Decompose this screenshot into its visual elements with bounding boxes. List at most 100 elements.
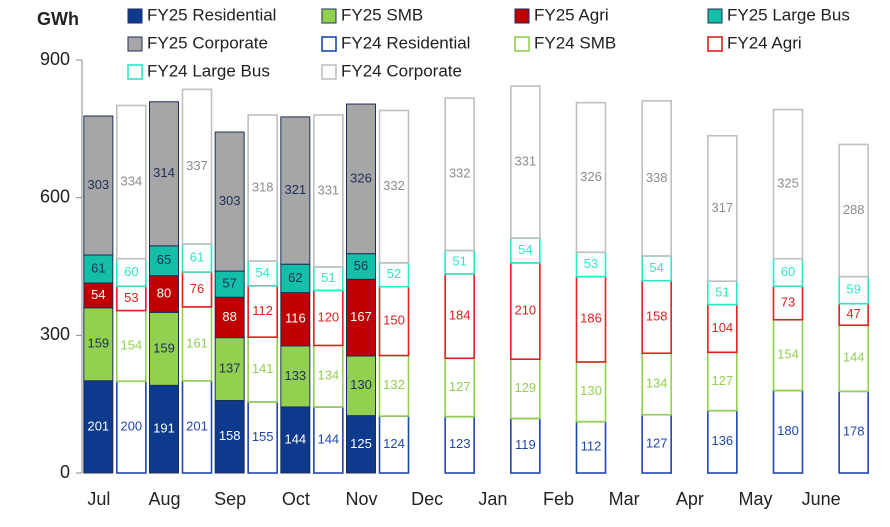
data-label: 60 — [124, 264, 138, 279]
data-label: 51 — [715, 284, 729, 299]
bar-segment — [641, 352, 672, 416]
data-label: 158 — [646, 308, 668, 323]
data-label: 180 — [777, 423, 799, 438]
bar-segment — [378, 109, 410, 264]
bar-segment — [510, 85, 541, 239]
x-tick-label: Jan — [478, 489, 507, 509]
bar-segment — [149, 311, 179, 386]
bar-segment — [838, 324, 869, 393]
data-label: 331 — [514, 154, 536, 169]
bar-segment — [280, 116, 311, 265]
legend-swatch — [127, 64, 143, 80]
bar-segment — [313, 114, 344, 268]
legend-swatch — [321, 36, 337, 52]
x-tick-label: May — [738, 489, 772, 509]
y-axis-label: GWh — [37, 9, 79, 29]
data-label: 132 — [383, 377, 405, 392]
bar-segment — [378, 354, 410, 417]
legend-swatch — [321, 8, 337, 24]
data-label: 191 — [153, 421, 175, 436]
data-label: 155 — [252, 429, 274, 444]
bar-segment — [707, 351, 738, 412]
data-label: 326 — [580, 169, 602, 184]
data-label: 338 — [646, 170, 668, 185]
legend-label: FY24 Corporate — [341, 61, 462, 80]
data-label: 54 — [518, 242, 532, 257]
data-label: 326 — [350, 170, 372, 185]
data-label: 159 — [87, 336, 109, 351]
data-label: 331 — [317, 182, 339, 197]
bar-segment — [772, 285, 804, 321]
bar-segment — [149, 275, 179, 313]
data-label: 303 — [219, 193, 241, 208]
data-label: 51 — [452, 254, 466, 269]
data-label: 318 — [252, 179, 274, 194]
data-label: 130 — [350, 377, 372, 392]
x-tick-label: Aug — [148, 489, 180, 509]
bar-segment — [280, 292, 311, 347]
bar-segment — [641, 413, 672, 474]
bar-segment — [149, 245, 179, 277]
data-label: 161 — [186, 335, 208, 350]
data-label: 200 — [120, 419, 142, 434]
bar-segment — [181, 379, 213, 474]
data-label: 337 — [186, 158, 208, 173]
data-label: 54 — [255, 265, 269, 280]
bar-segment — [181, 306, 213, 382]
bar-segment — [247, 114, 278, 262]
data-label: 184 — [449, 307, 471, 322]
data-label: 288 — [843, 202, 865, 217]
bar-segment — [181, 243, 213, 273]
bar-segment — [707, 134, 738, 282]
legend-label: FY25 Residential — [147, 5, 276, 24]
bar-segment — [181, 88, 213, 245]
x-tick-label: Feb — [543, 489, 574, 509]
data-label: 332 — [383, 178, 405, 193]
legend-swatch — [707, 36, 723, 52]
data-label: 141 — [252, 361, 274, 376]
legend-label: FY24 Large Bus — [147, 61, 270, 80]
data-label: 88 — [222, 309, 236, 324]
legend-swatch — [514, 36, 530, 52]
data-label: 150 — [383, 313, 405, 328]
data-label: 314 — [153, 165, 175, 180]
bar-segment — [772, 318, 804, 392]
bar-segment — [280, 345, 311, 408]
data-label: 61 — [190, 249, 204, 264]
data-label: 53 — [124, 290, 138, 305]
data-label: 317 — [711, 200, 733, 215]
y-tick-label: 0 — [60, 462, 70, 482]
x-tick-label: Dec — [411, 489, 443, 509]
x-tick-label: Mar — [609, 489, 640, 509]
data-label: 60 — [781, 264, 795, 279]
data-label: 76 — [190, 281, 204, 296]
x-tick-label: Jul — [87, 489, 110, 509]
bar-segment — [346, 355, 376, 417]
bar-segment — [116, 257, 147, 288]
data-label: 144 — [317, 431, 339, 446]
legend-swatch — [514, 8, 530, 24]
data-label: 59 — [846, 282, 860, 297]
bar-segment — [838, 143, 869, 278]
legend-swatch — [127, 8, 143, 24]
data-label: 119 — [515, 437, 536, 452]
data-label: 158 — [219, 428, 241, 443]
bar-segment — [247, 336, 278, 403]
data-label: 62 — [288, 270, 302, 285]
bar-segment — [641, 279, 672, 355]
data-label: 127 — [646, 435, 668, 450]
data-label: 65 — [157, 252, 171, 267]
bar-segment — [181, 271, 213, 308]
bar-segment — [313, 406, 344, 474]
data-label: 159 — [153, 340, 175, 355]
bar-segment — [214, 131, 245, 272]
legend-swatch — [127, 36, 143, 52]
bar-segment — [772, 108, 804, 260]
data-label: 137 — [219, 360, 241, 375]
bar-segment — [313, 344, 344, 408]
data-label: 210 — [514, 302, 536, 317]
data-label: 104 — [711, 320, 733, 335]
data-label: 80 — [157, 285, 171, 300]
y-tick-label: 300 — [40, 324, 70, 344]
data-label: 133 — [284, 368, 306, 383]
